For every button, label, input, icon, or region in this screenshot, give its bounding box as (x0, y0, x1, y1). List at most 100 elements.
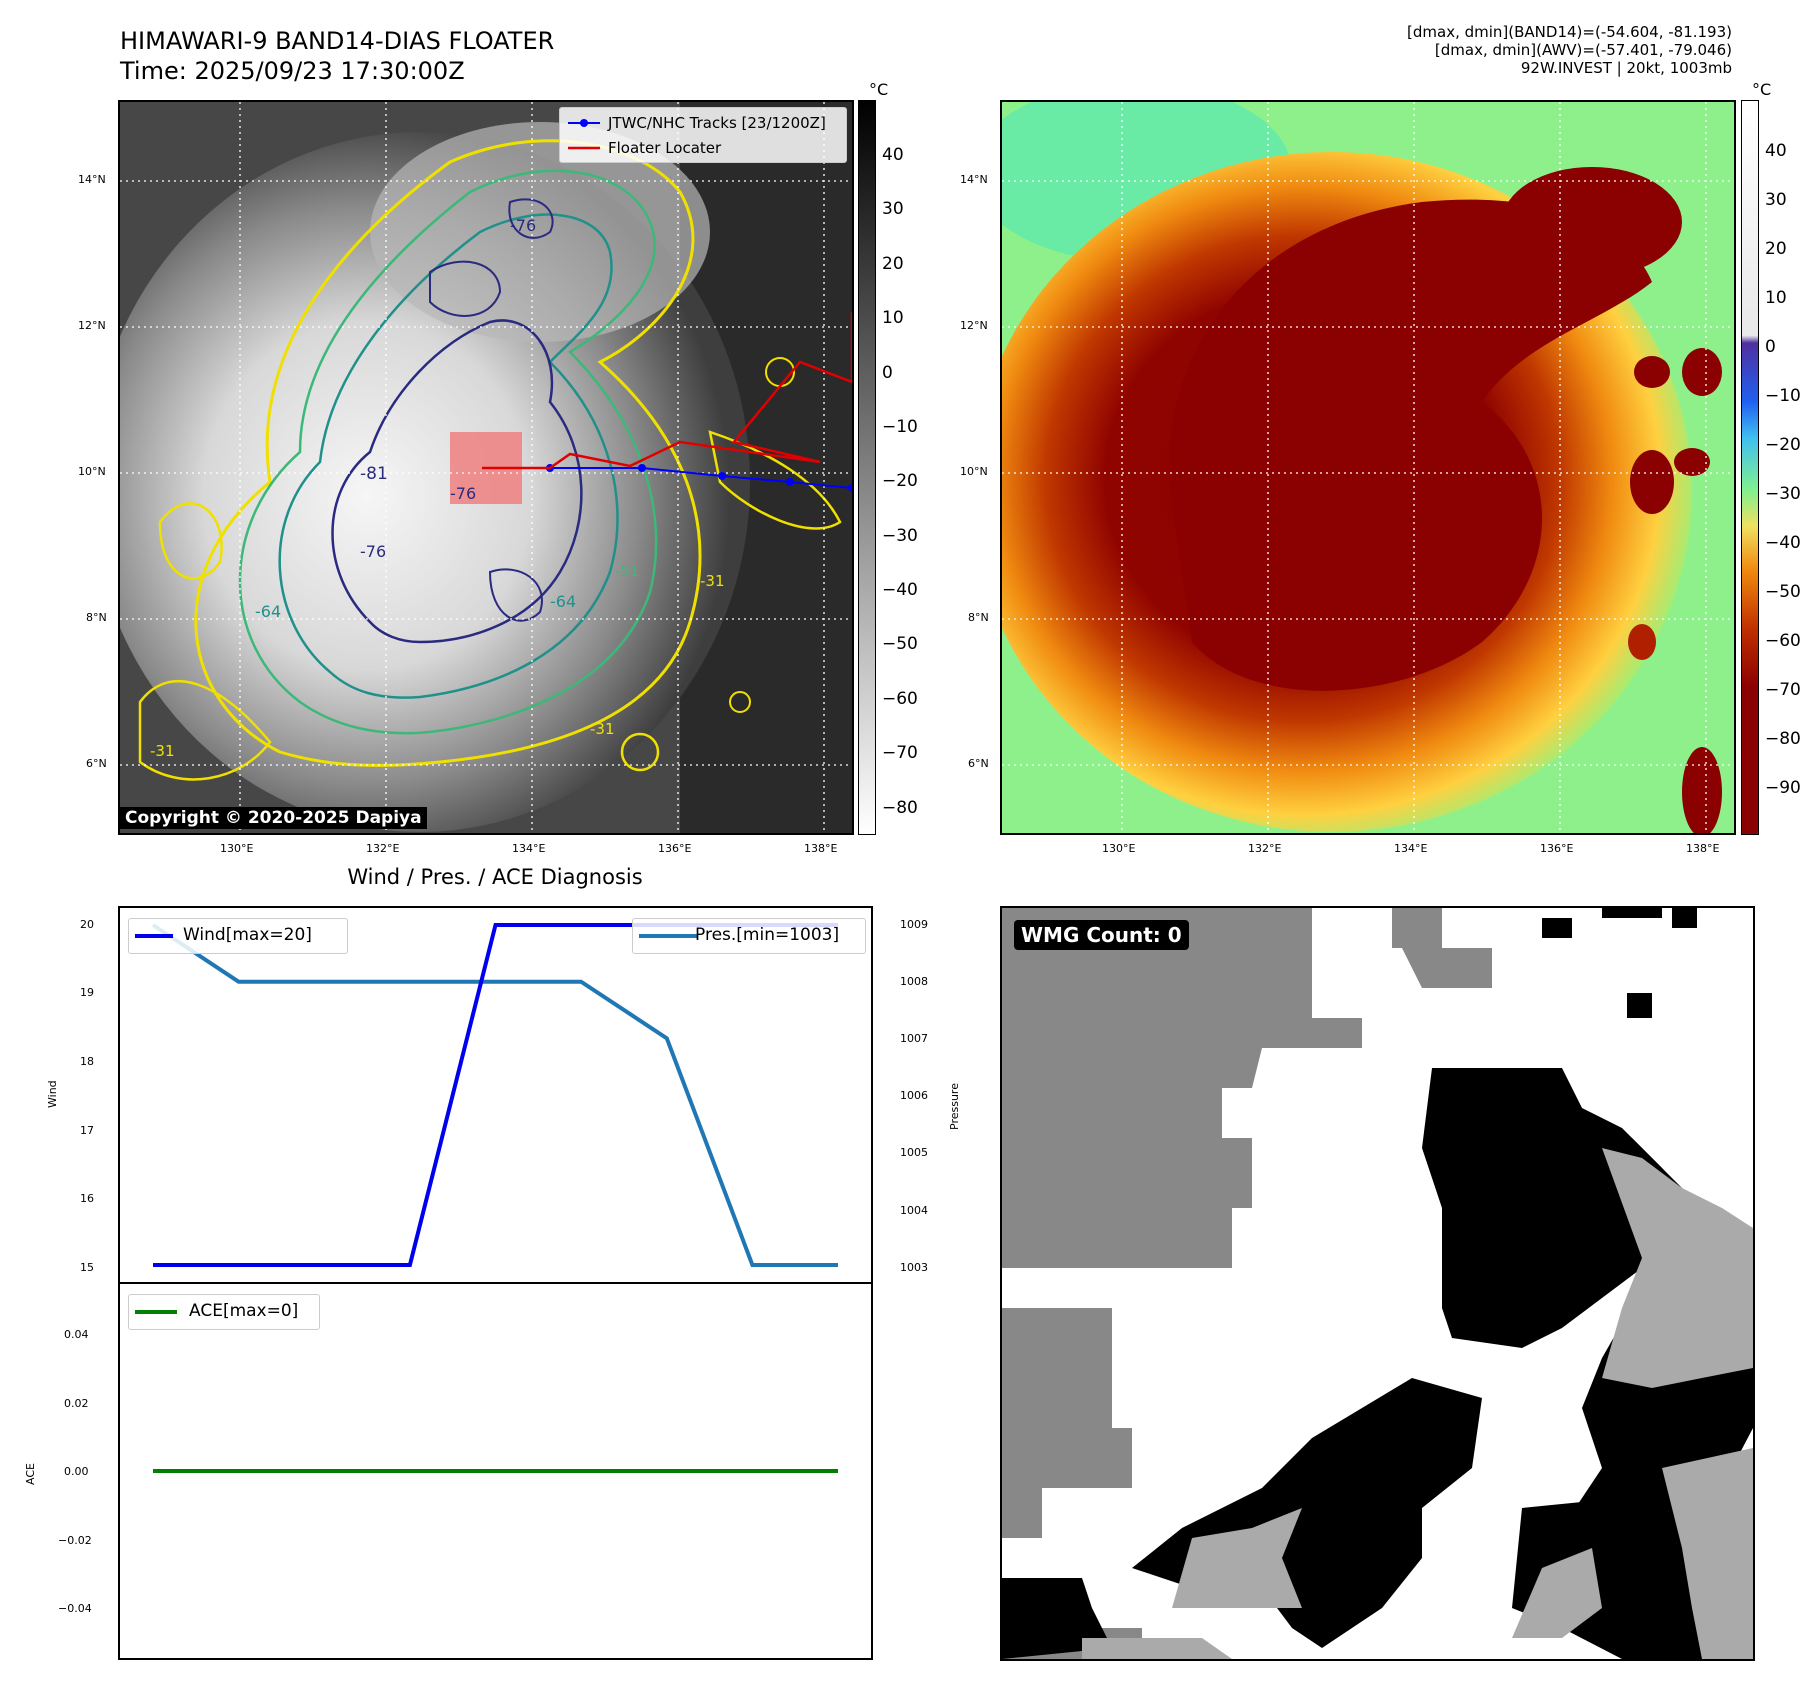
wmg-mask-svg (1002, 908, 1753, 1659)
cb-tick: −90 (1765, 778, 1801, 798)
pres-ytick: 1003 (900, 1261, 928, 1274)
wind-ytick: 17 (80, 1124, 94, 1137)
wind-legend-label: Wind[max=20] (183, 925, 312, 945)
floater-track (482, 312, 852, 470)
enhanced-colorbar (1741, 100, 1759, 835)
info-line1: [dmax, dmin](BAND14)=(-54.604, -81.193) (1407, 23, 1732, 41)
lon-label: 132°E (1248, 842, 1282, 855)
lon-label: 136°E (1540, 842, 1574, 855)
lat-label: 12°N (78, 319, 106, 332)
contour-label: -76 (360, 542, 387, 561)
pres-ytick: 1004 (900, 1204, 928, 1217)
lat-label: 10°N (78, 465, 106, 478)
cb-tick: −50 (882, 634, 918, 654)
legend-floater-label: Floater Locater (608, 139, 722, 157)
wind-pres-svg (151, 923, 838, 1267)
cb-tick: −80 (1765, 729, 1801, 749)
cb-tick: −10 (882, 417, 918, 437)
ace-ylabel: ACE (24, 1463, 37, 1485)
wind-ytick: 20 (80, 918, 94, 931)
contour-label: -64 (255, 602, 282, 621)
ace-ytick: 0.02 (64, 1397, 89, 1410)
lon-label: 132°E (366, 842, 400, 855)
cb-tick: 10 (882, 308, 904, 328)
ir-map-svg (120, 102, 852, 833)
ir-map-panel: -81 -76 -76 -76 -64 -64 -51 -31 -31 -31 … (118, 100, 854, 835)
ir-colorbar-unit: °C (869, 80, 889, 99)
ace-ytick: −0.04 (58, 1602, 92, 1615)
wind-ytick: 16 (80, 1192, 94, 1205)
enhanced-map-panel (1000, 100, 1736, 835)
pres-legend-label: Pres.[min=1003] (695, 925, 840, 945)
legend-symbols (568, 119, 600, 150)
contour-label: -51 (615, 562, 640, 580)
info-line2: [dmax, dmin](AWV)=(-57.401, -79.046) (1434, 41, 1732, 59)
wind-ytick: 18 (80, 1055, 94, 1068)
lat-label: 6°N (968, 757, 989, 770)
title-line1: HIMAWARI-9 BAND14-DIAS FLOATER (120, 27, 555, 55)
ace-ytick: 0.00 (64, 1465, 89, 1478)
lon-label: 130°E (220, 842, 254, 855)
wind-ylabel: Wind (46, 1080, 59, 1108)
contour-label: -76 (510, 216, 537, 235)
pres-ytick: 1007 (900, 1032, 928, 1045)
cb-tick: 30 (882, 199, 904, 219)
cb-tick: −30 (882, 526, 918, 546)
pres-ytick: 1008 (900, 975, 928, 988)
ace-legend: ACE[max=0] (128, 1294, 320, 1330)
lat-label: 8°N (86, 611, 107, 624)
cb-tick: 40 (1765, 141, 1787, 161)
wind-legend-swatch (135, 934, 173, 938)
cb-tick: 10 (1765, 288, 1787, 308)
pres-ytick: 1006 (900, 1089, 928, 1102)
pres-legend: Pres.[min=1003] (632, 918, 866, 954)
lat-label: 14°N (960, 173, 988, 186)
cb-tick: 30 (1765, 190, 1787, 210)
contour-label: -31 (590, 720, 615, 738)
cb-tick: −50 (1765, 582, 1801, 602)
pres-ytick: 1005 (900, 1146, 928, 1159)
cb-tick: 20 (882, 254, 904, 274)
contour-label: -76 (450, 484, 477, 503)
pres-ytick: 1009 (900, 918, 928, 931)
diagnosis-title: Wind / Pres. / ACE Diagnosis (347, 865, 643, 889)
lon-label: 136°E (658, 842, 692, 855)
contour-label: -81 (360, 464, 388, 484)
legend-tracks-label: JTWC/NHC Tracks [23/1200Z] (608, 114, 826, 132)
lat-label: 12°N (960, 319, 988, 332)
cb-tick: −60 (1765, 631, 1801, 651)
ace-legend-swatch (135, 1310, 177, 1314)
enhanced-map-svg (1002, 102, 1734, 833)
wmg-panel: WMG Count: 0 (1000, 906, 1755, 1661)
lon-label: 138°E (1686, 842, 1720, 855)
cb-tick: −40 (882, 580, 918, 600)
cb-tick: −60 (882, 689, 918, 709)
ace-legend-label: ACE[max=0] (189, 1301, 299, 1321)
lon-label: 130°E (1102, 842, 1136, 855)
info-block: [dmax, dmin](BAND14)=(-54.604, -81.193) … (1407, 23, 1732, 77)
lat-label: 8°N (968, 611, 989, 624)
cb-tick: −40 (1765, 533, 1801, 553)
figure-title: HIMAWARI-9 BAND14-DIAS FLOATER Time: 202… (120, 26, 554, 86)
cb-tick: −10 (1765, 386, 1801, 406)
contour-label: -64 (550, 592, 577, 611)
wind-ytick: 19 (80, 986, 94, 999)
cb-tick: −20 (1765, 435, 1801, 455)
cb-tick: 0 (1765, 337, 1776, 357)
cb-tick: 40 (882, 145, 904, 165)
enhanced-colorbar-unit: °C (1752, 80, 1772, 99)
map-legend: JTWC/NHC Tracks [23/1200Z] Floater Locat… (559, 107, 847, 163)
contour-label: -31 (700, 572, 725, 590)
wmg-count-badge: WMG Count: 0 (1014, 920, 1189, 950)
contour-label: -31 (150, 742, 175, 760)
wind-legend: Wind[max=20] (128, 918, 348, 954)
ace-chart: ACE[max=0] (118, 1282, 873, 1660)
wind-pres-chart: Wind[max=20] Pres.[min=1003] (118, 906, 873, 1284)
cb-tick: −20 (882, 471, 918, 491)
pressure-series-line (151, 923, 838, 1267)
cb-tick: −30 (1765, 484, 1801, 504)
ace-ytick: −0.02 (58, 1534, 92, 1547)
lat-label: 10°N (960, 465, 988, 478)
ace-ytick: 0.04 (64, 1328, 89, 1341)
info-line3: 92W.INVEST | 20kt, 1003mb (1520, 59, 1732, 77)
